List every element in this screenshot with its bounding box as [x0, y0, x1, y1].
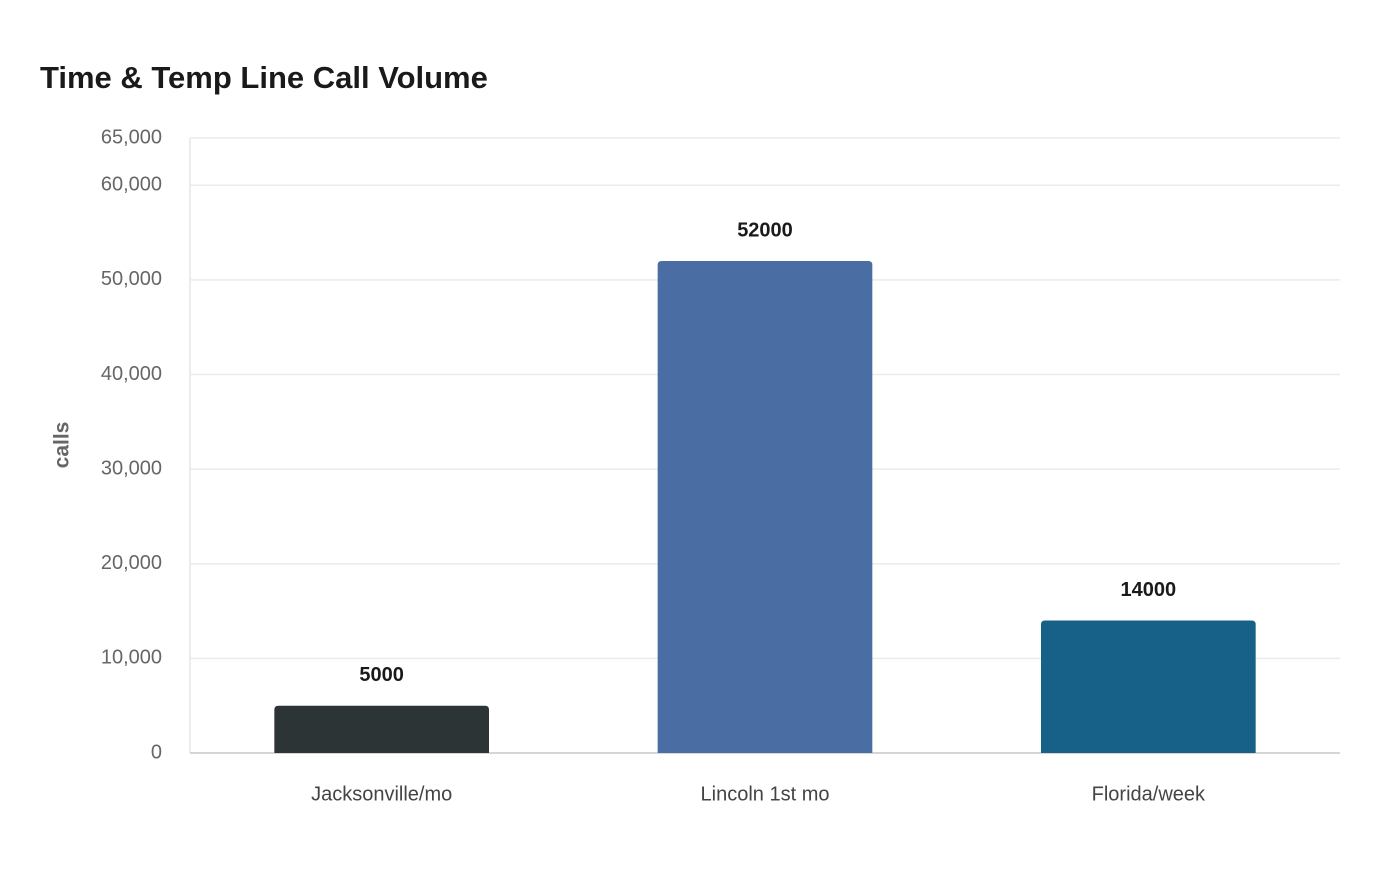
y-tick-label: 30,000: [101, 457, 162, 479]
y-tick-label: 10,000: [101, 647, 162, 669]
y-tick-label: 0: [151, 741, 162, 763]
y-tick-label: 65,000: [101, 126, 162, 148]
bar: [1041, 620, 1256, 753]
value-label: 5000: [359, 664, 404, 686]
bar: [274, 705, 489, 753]
value-label: 52000: [737, 219, 793, 241]
x-tick-label: Lincoln 1st mo: [701, 783, 830, 805]
value-label: 14000: [1121, 579, 1177, 601]
y-tick-label: 50,000: [101, 268, 162, 290]
y-tick-label: 40,000: [101, 363, 162, 385]
y-tick-label: 20,000: [101, 552, 162, 574]
chart-title: Time & Temp Line Call Volume: [40, 60, 488, 95]
x-tick-label: Jacksonville/mo: [311, 783, 452, 805]
y-tick-label: 60,000: [101, 174, 162, 196]
bar: [657, 261, 873, 753]
y-axis-label: calls: [51, 422, 74, 469]
x-tick-label: Florida/week: [1092, 783, 1206, 805]
